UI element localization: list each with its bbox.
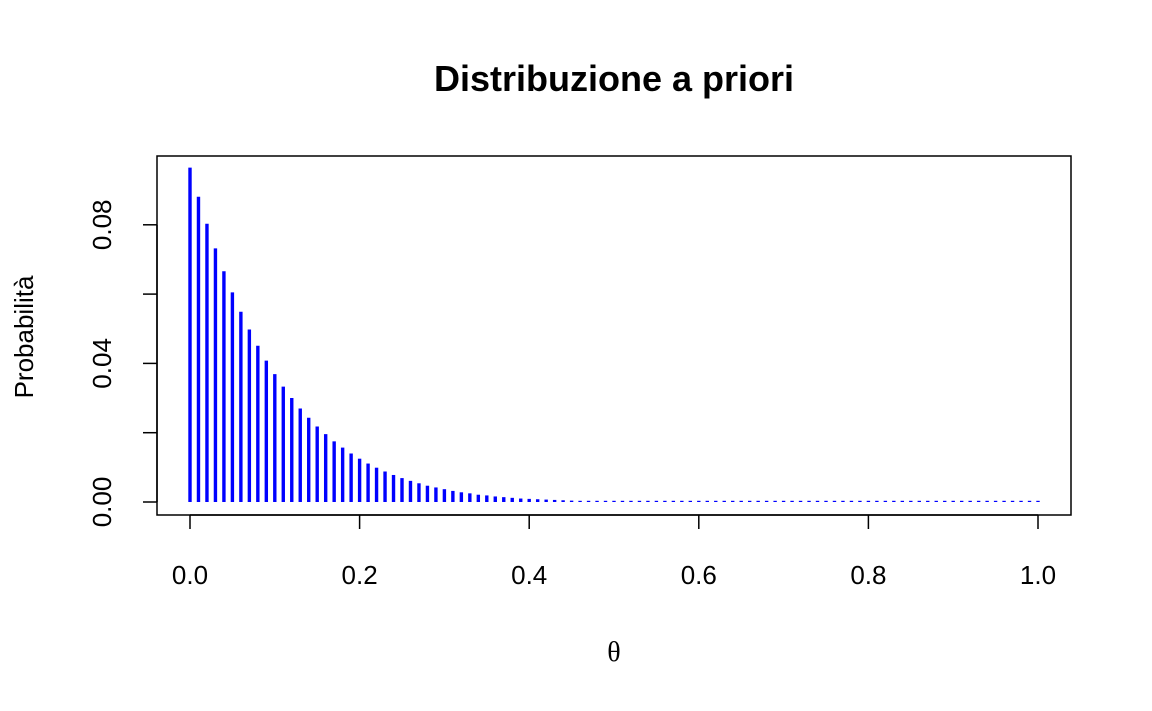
x-tick-label: 0.0 — [172, 560, 208, 590]
x-tick-label: 0.6 — [681, 560, 717, 590]
x-tick-label: 1.0 — [1020, 560, 1056, 590]
x-axis: 0.0 0.2 0.4 0.6 0.8 1.0 — [172, 514, 1056, 590]
x-tick-label: 0.8 — [850, 560, 886, 590]
y-tick-label: 0.04 — [87, 338, 117, 389]
plot-frame — [156, 155, 1072, 516]
x-axis-label: θ — [607, 637, 620, 668]
bars-group — [188, 167, 1040, 502]
y-tick-label: 0.08 — [87, 199, 117, 250]
y-axis-label: Probabilità — [9, 275, 39, 398]
chart-title: Distribuzione a priori — [434, 58, 794, 99]
x-tick-label: 0.2 — [342, 560, 378, 590]
y-tick-label: 0.00 — [87, 477, 117, 528]
x-tick-label: 0.4 — [511, 560, 547, 590]
y-axis: 0.00 0.04 0.08 — [87, 199, 158, 528]
